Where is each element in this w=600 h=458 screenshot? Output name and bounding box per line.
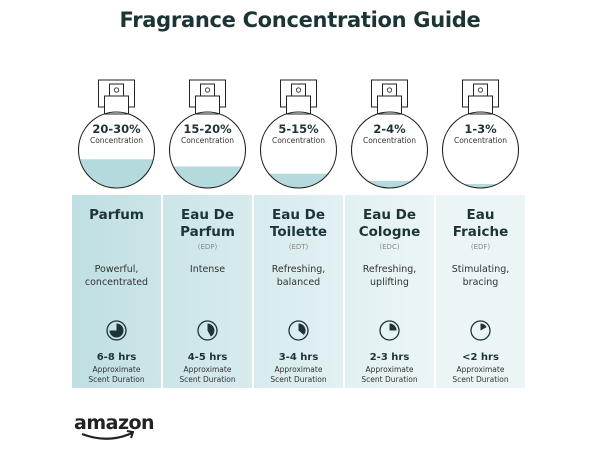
type-name-line-1: Eau De xyxy=(271,207,325,223)
duration-label-line-1: Approximate xyxy=(365,365,414,374)
duration-label: Approximate Scent Duration xyxy=(254,365,343,385)
duration-label-line-1: Approximate xyxy=(274,365,323,374)
type-name-line-1: Parfum xyxy=(89,207,144,223)
concentration-percent: 15-20% xyxy=(183,122,232,136)
type-panel: Eau De Parfum (EDP) Intense 4-5 hrs Appr… xyxy=(163,195,252,388)
type-panel: Eau De Toilette (EDT) Refreshing, balanc… xyxy=(254,195,343,388)
concentration-percent: 20-30% xyxy=(92,122,141,136)
clock-fill xyxy=(480,323,487,331)
concentration-label: Concentration xyxy=(362,136,417,145)
type-name-line-1: Eau xyxy=(466,207,495,223)
clock-fill xyxy=(207,323,215,337)
type-abbreviation: (EDF) xyxy=(470,243,491,251)
clock-icon xyxy=(197,320,218,341)
type-abbreviation: (EDC) xyxy=(379,243,400,251)
amazon-logo: amazon xyxy=(74,412,158,442)
duration-label-line-2: Scent Duration xyxy=(270,375,327,384)
bottle-icon xyxy=(77,79,156,189)
type-panel: Parfum Powerful, concentrated 6-8 hrs Ap… xyxy=(72,195,161,388)
type-description: Refreshing, balanced xyxy=(254,263,343,289)
type-name: Eau De Toilette xyxy=(254,207,343,241)
type-name-line-1: Eau De xyxy=(362,207,416,223)
type-name: Eau De Parfum xyxy=(163,207,252,241)
clock-icon xyxy=(106,320,127,341)
duration-label-line-2: Scent Duration xyxy=(361,375,418,384)
type-panel: Eau De Cologne (EDC) Refreshing, uplifti… xyxy=(345,195,434,388)
fragrance-column: 2-4% Concentration Eau De Cologne (EDC) … xyxy=(345,60,434,390)
type-description: Refreshing, uplifting xyxy=(345,263,434,289)
concentration-label: Concentration xyxy=(271,136,326,145)
logo-text: amazon xyxy=(74,412,155,434)
concentration-percent: 5-15% xyxy=(278,122,319,136)
description-line-1: Refreshing, xyxy=(362,264,417,275)
type-name: Eau De Cologne xyxy=(345,207,434,241)
type-abbreviation: (EDP) xyxy=(197,243,218,251)
duration-label-line-1: Approximate xyxy=(456,365,505,374)
bottle-icon xyxy=(350,79,429,189)
type-description: Powerful, concentrated xyxy=(72,263,161,289)
type-name-line-2: Parfum xyxy=(180,224,235,240)
duration-label: Approximate Scent Duration xyxy=(436,365,525,385)
description-line-1: Intense xyxy=(189,264,226,275)
concentration-label: Concentration xyxy=(180,136,235,145)
duration-value: 2-3 hrs xyxy=(369,352,410,363)
type-panel: Eau Fraiche (EDF) Stimulating, bracing <… xyxy=(436,195,525,388)
description-line-1: Stimulating, xyxy=(451,264,510,275)
liquid-fill xyxy=(351,180,428,188)
bottle-icon xyxy=(259,79,338,189)
duration-value: <2 hrs xyxy=(462,352,499,363)
fragrance-column: 15-20% Concentration Eau De Parfum (EDP)… xyxy=(163,60,252,390)
page-title: Fragrance Concentration Guide xyxy=(119,8,481,32)
clock-icon xyxy=(288,320,309,341)
description-line-2: balanced xyxy=(276,277,321,288)
fragrance-column: 20-30% Concentration Parfum Powerful, co… xyxy=(72,60,161,390)
bottle-icon xyxy=(168,79,247,189)
duration-label-line-2: Scent Duration xyxy=(88,375,145,384)
description-line-2: bracing xyxy=(462,277,499,288)
type-name-line-2: Toilette xyxy=(269,224,328,240)
clock-fill xyxy=(298,323,306,335)
description-line-1: Powerful, xyxy=(94,264,139,275)
duration-value: 4-5 hrs xyxy=(187,352,228,363)
fragrance-column: 1-3% Concentration Eau Fraiche (EDF) Sti… xyxy=(436,60,525,390)
type-name-line-1: Eau De xyxy=(180,207,234,223)
type-abbreviation: (EDT) xyxy=(288,243,309,251)
concentration-percent: 2-4% xyxy=(373,122,406,136)
description-line-2: uplifting xyxy=(370,277,409,288)
duration-label-line-2: Scent Duration xyxy=(179,375,236,384)
concentration-percent: 1-3% xyxy=(464,122,497,136)
duration-label-line-2: Scent Duration xyxy=(452,375,509,384)
type-name-line-2: Fraiche xyxy=(452,224,509,240)
type-name-line-2: Cologne xyxy=(358,224,421,240)
smile-arrow-icon xyxy=(81,430,135,440)
clock-fill xyxy=(109,323,124,338)
duration-label-line-1: Approximate xyxy=(92,365,141,374)
type-description: Stimulating, bracing xyxy=(436,263,525,289)
bottle-icon xyxy=(441,79,520,189)
duration-value: 6-8 hrs xyxy=(96,352,137,363)
type-description: Intense xyxy=(163,263,252,276)
clock-icon xyxy=(379,320,400,341)
concentration-label: Concentration xyxy=(89,136,144,145)
liquid-fill xyxy=(78,159,155,188)
liquid-fill xyxy=(442,184,519,188)
description-line-1: Refreshing, xyxy=(271,264,326,275)
fragrance-column: 5-15% Concentration Eau De Toilette (EDT… xyxy=(254,60,343,390)
description-line-2: concentrated xyxy=(84,277,149,288)
liquid-fill xyxy=(260,173,337,188)
concentration-label: Concentration xyxy=(453,136,508,145)
duration-label: Approximate Scent Duration xyxy=(72,365,161,385)
liquid-fill xyxy=(169,166,246,188)
duration-label: Approximate Scent Duration xyxy=(163,365,252,385)
duration-label-line-1: Approximate xyxy=(183,365,232,374)
clock-fill xyxy=(389,323,397,331)
duration-value: 3-4 hrs xyxy=(278,352,319,363)
clock-icon xyxy=(470,320,491,341)
type-name: Eau Fraiche xyxy=(436,207,525,241)
duration-label: Approximate Scent Duration xyxy=(345,365,434,385)
type-name: Parfum xyxy=(72,207,161,224)
